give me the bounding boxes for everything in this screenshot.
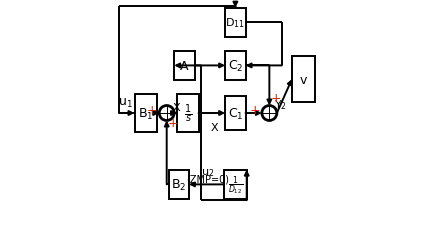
Bar bbox=[177, 94, 198, 133]
Text: D$_{11}$: D$_{11}$ bbox=[225, 16, 245, 30]
Text: B$_2$: B$_2$ bbox=[171, 177, 186, 192]
Text: C$_1$: C$_1$ bbox=[227, 106, 243, 121]
Text: X: X bbox=[210, 122, 217, 132]
Text: B$_1$: B$_1$ bbox=[138, 106, 153, 121]
Text: u$_1$: u$_1$ bbox=[117, 97, 132, 110]
Text: +: + bbox=[146, 104, 157, 117]
Text: u$_2$: u$_2$ bbox=[201, 166, 214, 178]
Text: +: + bbox=[249, 104, 259, 117]
Bar bbox=[168, 170, 188, 199]
Bar bbox=[223, 170, 246, 199]
Bar bbox=[174, 52, 194, 81]
Bar bbox=[291, 57, 314, 102]
Text: +: + bbox=[270, 92, 280, 105]
Text: X: X bbox=[173, 103, 180, 113]
Text: A: A bbox=[180, 60, 188, 73]
Text: $\frac{1}{s}$: $\frac{1}{s}$ bbox=[183, 102, 191, 125]
Bar bbox=[225, 52, 245, 81]
Text: $\frac{1}{D_{12}}$: $\frac{1}{D_{12}}$ bbox=[227, 173, 242, 196]
Bar bbox=[134, 94, 157, 133]
Text: v: v bbox=[299, 73, 306, 86]
Text: C$_2$: C$_2$ bbox=[227, 59, 243, 74]
Text: +: + bbox=[167, 117, 178, 130]
Bar bbox=[224, 9, 246, 38]
Text: Y$_2$: Y$_2$ bbox=[274, 98, 287, 111]
Bar bbox=[225, 96, 245, 131]
Text: (ZMP=0): (ZMP=0) bbox=[186, 174, 229, 184]
